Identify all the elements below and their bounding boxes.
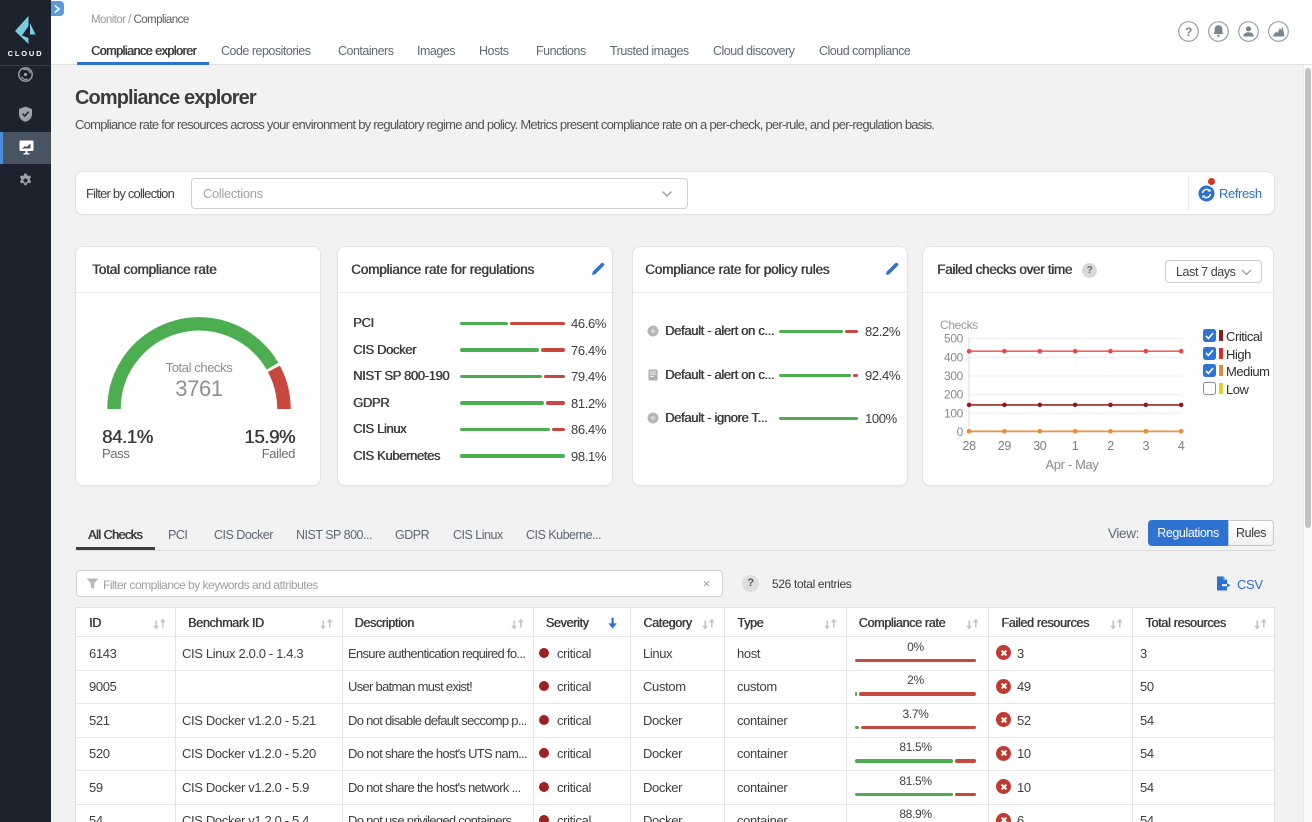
svg-text:29: 29 xyxy=(998,439,1012,453)
svg-text:300: 300 xyxy=(944,369,964,383)
svg-text:1: 1 xyxy=(1072,439,1079,453)
svg-text:?: ? xyxy=(1185,25,1192,39)
svg-text:0: 0 xyxy=(957,425,964,439)
svg-text:200: 200 xyxy=(944,388,964,402)
svg-text:400: 400 xyxy=(944,350,964,364)
svg-text:100: 100 xyxy=(944,406,964,420)
svg-text:500: 500 xyxy=(944,332,964,346)
svg-text:2: 2 xyxy=(1107,439,1114,453)
svg-text:3: 3 xyxy=(1142,439,1149,453)
svg-text:30: 30 xyxy=(1033,439,1047,453)
svg-text:4: 4 xyxy=(1178,439,1185,453)
svg-text:28: 28 xyxy=(962,439,976,453)
